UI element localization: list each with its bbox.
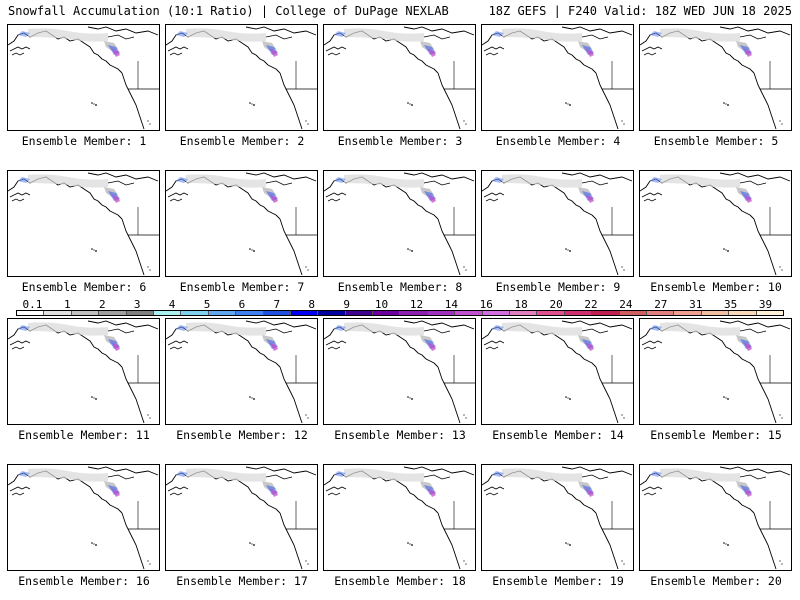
colorbar-tick: 0.1 xyxy=(22,298,43,311)
ensemble-map-panel xyxy=(7,464,160,571)
ensemble-map-panel xyxy=(7,170,160,277)
ensemble-map-panel xyxy=(481,24,634,131)
colorbar-tick: 14 xyxy=(444,298,458,311)
ensemble-map-panel xyxy=(323,170,476,277)
colorbar-swatch xyxy=(153,311,182,315)
ensemble-map-panel xyxy=(7,24,160,131)
ensemble-map-panel xyxy=(323,318,476,425)
colorbar-swatch xyxy=(427,311,456,315)
colorbar-tick: 4 xyxy=(168,298,176,311)
colorbar-swatch xyxy=(701,311,730,315)
ensemble-member-label: Ensemble Member: 16 xyxy=(18,574,150,588)
colorbar-tick: 16 xyxy=(479,298,493,311)
colorbar-swatch xyxy=(208,311,237,315)
colorbar-swatch xyxy=(345,311,374,315)
ensemble-member-label: Ensemble Member: 8 xyxy=(337,280,463,294)
colorbar-swatch xyxy=(290,311,319,315)
ensemble-map-panel xyxy=(165,170,318,277)
colorbar-tick: 6 xyxy=(238,298,246,311)
ensemble-map-panel xyxy=(165,24,318,131)
ensemble-member-label: Ensemble Member: 4 xyxy=(495,134,621,148)
colorbar-swatch xyxy=(373,311,401,315)
colorbar-swatch xyxy=(756,311,783,315)
colorbar-tick: 1 xyxy=(64,298,71,311)
colorbar-swatch xyxy=(564,311,593,315)
colorbar-swatch xyxy=(17,311,45,315)
colorbar-swatch xyxy=(674,311,702,315)
ensemble-member-label: Ensemble Member: 18 xyxy=(334,574,466,588)
colorbar-tick: 7 xyxy=(273,298,281,311)
ensemble-member-label: Ensemble Member: 20 xyxy=(650,574,782,588)
ensemble-map-panel xyxy=(639,170,792,277)
colorbar-swatch xyxy=(537,311,565,315)
colorbar-tick: 10 xyxy=(374,298,389,311)
ensemble-map-panel xyxy=(165,464,318,571)
ensemble-member-label: Ensemble Member: 9 xyxy=(495,280,621,294)
colorbar-swatch xyxy=(455,311,483,315)
colorbar-swatch xyxy=(619,311,647,315)
ensemble-map-panel xyxy=(481,318,634,425)
ensemble-member-label: Ensemble Member: 3 xyxy=(337,134,463,148)
colorbar-swatch xyxy=(181,311,209,315)
colorbar-swatch xyxy=(592,311,620,315)
colorbar-swatch xyxy=(729,311,757,315)
run-valid-time: 18Z GEFS | F240 Valid: 18Z WED JUN 18 20… xyxy=(488,4,792,18)
ensemble-map-panel xyxy=(323,464,476,571)
colorbar-swatch xyxy=(646,311,675,315)
ensemble-map-panel xyxy=(323,24,476,131)
colorbar-tick: 20 xyxy=(549,298,563,311)
ensemble-map-panel xyxy=(481,464,634,571)
ensemble-member-label: Ensemble Member: 19 xyxy=(492,574,624,588)
colorbar-swatch xyxy=(99,311,127,315)
colorbar-tick: 24 xyxy=(619,298,633,311)
colorbar-tick: 8 xyxy=(308,298,316,311)
ensemble-map-panel xyxy=(165,318,318,425)
ensemble-member-label: Ensemble Member: 17 xyxy=(176,574,308,588)
ensemble-map-panel xyxy=(639,318,792,425)
colorbar-tick: 35 xyxy=(724,298,738,311)
colorbar-tick: 22 xyxy=(584,298,598,311)
colorbar-tick: 18 xyxy=(514,298,528,311)
colorbar-tick: 12 xyxy=(409,298,424,311)
ensemble-member-label: Ensemble Member: 7 xyxy=(179,280,305,294)
ensemble-map-panel xyxy=(481,170,634,277)
colorbar-swatch xyxy=(482,311,511,315)
colorbar-tick: 27 xyxy=(654,298,668,311)
ensemble-member-label: Ensemble Member: 14 xyxy=(492,428,624,442)
colorbar-swatch xyxy=(510,311,538,315)
ensemble-member-label: Ensemble Member: 1 xyxy=(21,134,147,148)
ensemble-member-label: Ensemble Member: 6 xyxy=(21,280,147,294)
colorbar-swatch xyxy=(71,311,100,315)
colorbar-swatch xyxy=(400,311,428,315)
snowfall-colorbar xyxy=(16,310,784,316)
ensemble-member-label: Ensemble Member: 15 xyxy=(650,428,782,442)
colorbar-swatch xyxy=(236,311,264,315)
ensemble-member-label: Ensemble Member: 2 xyxy=(179,134,305,148)
map-title: Snowfall Accumulation (10:1 Ratio) | Col… xyxy=(8,4,449,18)
ensemble-member-label: Ensemble Member: 12 xyxy=(176,428,308,442)
colorbar-tick: 3 xyxy=(133,298,141,311)
colorbar-tick: 9 xyxy=(343,298,350,311)
ensemble-member-label: Ensemble Member: 5 xyxy=(653,134,779,148)
ensemble-member-label: Ensemble Member: 13 xyxy=(334,428,466,442)
ensemble-map-panel xyxy=(7,318,160,425)
colorbar-swatch xyxy=(318,311,346,315)
ensemble-map-panel xyxy=(639,464,792,571)
colorbar-tick: 2 xyxy=(98,298,106,311)
colorbar-tick: 5 xyxy=(203,298,211,311)
ensemble-member-label: Ensemble Member: 11 xyxy=(18,428,150,442)
ensemble-member-label: Ensemble Member: 10 xyxy=(650,280,782,294)
colorbar-swatch xyxy=(44,311,72,315)
colorbar-swatch xyxy=(126,311,154,315)
colorbar-tick: 39 xyxy=(758,298,773,311)
colorbar-tick: 31 xyxy=(689,298,703,311)
colorbar-swatch xyxy=(263,311,291,315)
ensemble-map-panel xyxy=(639,24,792,131)
